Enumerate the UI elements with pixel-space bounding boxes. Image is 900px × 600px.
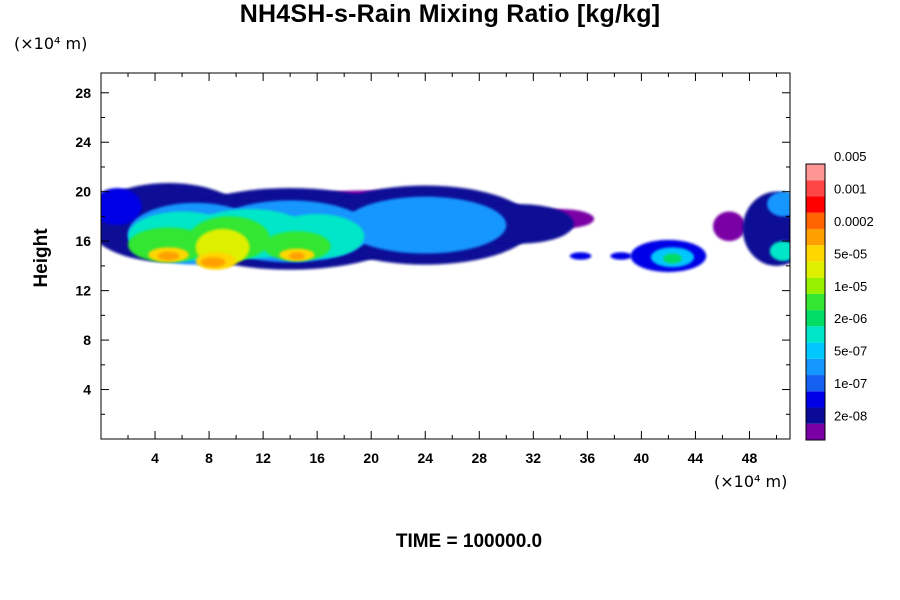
colorbar-label: 1e-07 [834, 376, 867, 391]
field-patch [101, 187, 142, 226]
y-tick-label: 8 [83, 332, 91, 348]
field-patch [769, 241, 790, 261]
x-tick-label: 28 [471, 450, 487, 466]
plot-frame [100, 72, 791, 440]
y-tick-label: 20 [75, 184, 91, 200]
x-tick-label: 40 [634, 450, 650, 466]
x-tick-label: 16 [309, 450, 325, 466]
time-label: TIME = 100000.0 [395, 531, 543, 552]
y-tick-label: 28 [75, 85, 91, 101]
colorbar-label: 1e-05 [834, 279, 867, 294]
colorbar-swatch [806, 423, 825, 440]
colorbar-label: 5e-05 [834, 246, 867, 261]
colorbar-swatch [806, 391, 825, 408]
y-tick-label: 12 [75, 283, 91, 299]
mixing-ratio-field [101, 183, 790, 273]
field-patch [767, 191, 790, 217]
field-patch [344, 196, 507, 254]
colorbar-swatch [806, 342, 825, 359]
field-patch [569, 252, 592, 260]
x-tick-label: 48 [742, 450, 758, 466]
x-axis-unit: (×10⁴ m) [714, 472, 788, 491]
colorbar-label: 0.001 [834, 181, 867, 196]
y-tick-label: 24 [75, 134, 91, 150]
field-patch [712, 211, 746, 242]
colorbar-swatch [806, 326, 825, 343]
y-tick-label: 16 [75, 233, 91, 249]
colorbar: 2e-08 1e-07 5e-07 2e-06 1e-05 5e-05 0.0002 0.00… [805, 149, 874, 441]
field-patch [288, 252, 305, 260]
x-tick-label: 44 [688, 450, 704, 466]
x-tick-label: 24 [417, 450, 433, 466]
colorbar-label: 0.005 [834, 149, 867, 164]
x-tick-label: 12 [255, 450, 271, 466]
colorbar-swatch [806, 293, 825, 311]
field-patch [200, 257, 226, 268]
colorbar-label: 2e-08 [834, 409, 867, 424]
colorbar-swatch [806, 228, 825, 246]
x-tick-label: 32 [526, 450, 542, 466]
colorbar-swatch [806, 164, 825, 181]
colorbar-label: 2e-06 [834, 311, 867, 326]
colorbar-frame [805, 163, 826, 441]
colorbar-swatch [806, 180, 825, 197]
colorbar-swatch [806, 277, 825, 294]
colorbar-swatch [806, 358, 825, 376]
y-tick-label: 4 [83, 382, 91, 398]
x-tick-label: 20 [363, 450, 379, 466]
colorbar-swatch [806, 375, 825, 392]
colorbar-swatch [806, 245, 825, 262]
x-tick-label: 36 [580, 450, 596, 466]
y-axis-unit: (×10⁴ m) [14, 34, 88, 53]
colorbar-swatch [806, 407, 825, 424]
colorbar-label: 5e-07 [834, 344, 867, 359]
field-patch [157, 251, 180, 261]
field-patch [128, 227, 210, 263]
colorbar-swatch [806, 261, 825, 278]
x-tick-label: 4 [151, 450, 159, 466]
chart-title: NH4SH-s-Rain Mixing Ratio [kg/kg] [239, 0, 661, 28]
field-patch [663, 253, 682, 264]
field-patch [610, 252, 632, 260]
colorbar-label: 0.0002 [834, 214, 874, 229]
colorbar-swatch [806, 196, 825, 213]
x-tick-label: 8 [205, 450, 213, 466]
colorbar-swatch [806, 310, 825, 327]
colorbar-swatch [806, 212, 825, 229]
